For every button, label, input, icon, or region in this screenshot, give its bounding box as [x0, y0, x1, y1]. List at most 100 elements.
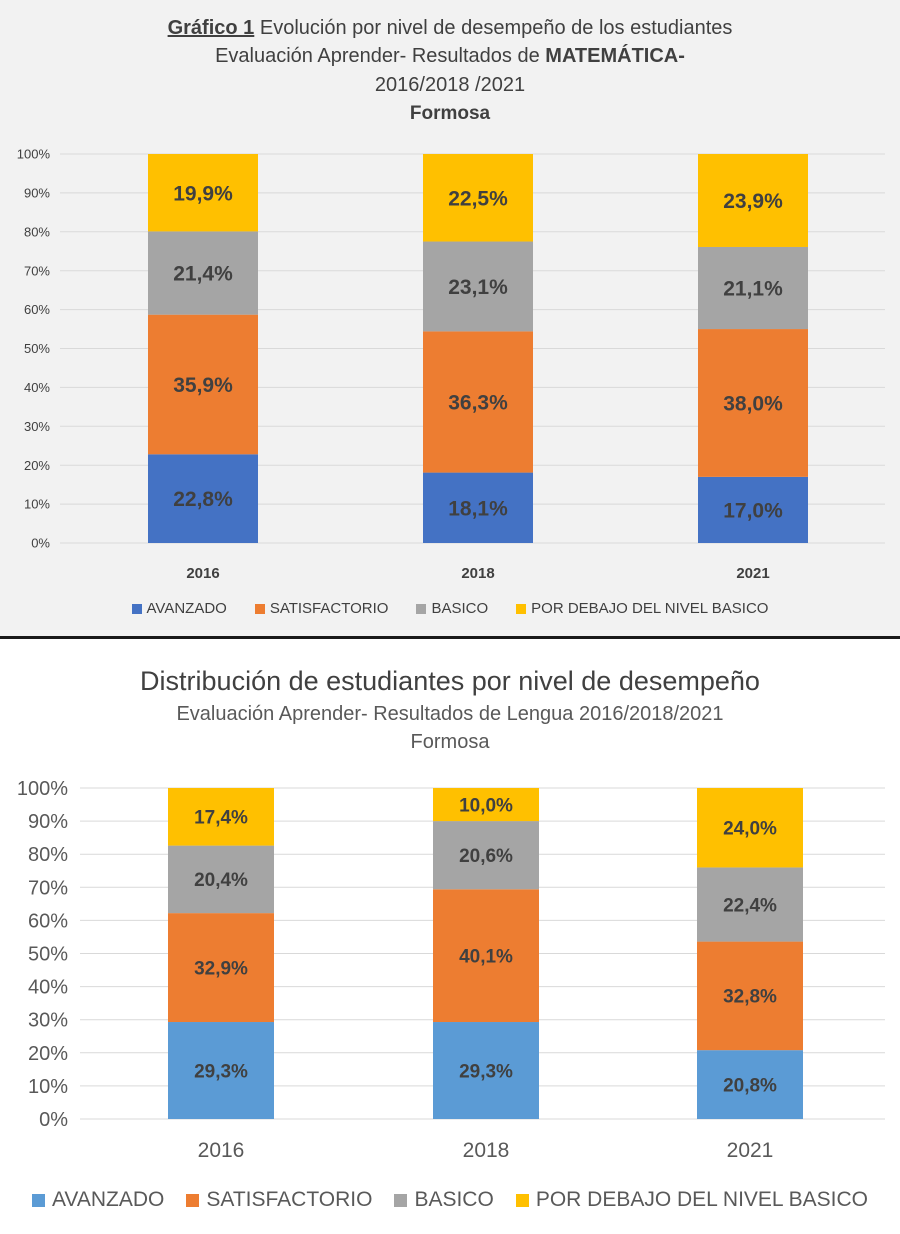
math-bar-por-debajo-del-nivel-basico-2018 [423, 154, 533, 242]
math-bar-avanzado-2021 [698, 476, 808, 543]
language-chart-region: Formosa [410, 731, 490, 753]
math-chart-title: Gráfico 1 Evolución por nivel de desempe… [0, 17, 900, 40]
math-data-label: 21,1% [723, 278, 783, 301]
language-y-tick-label: 80% [28, 844, 68, 866]
language-chart-panel: Distribución de estudiantes por nivel de… [0, 639, 900, 1234]
math-chart-panel: Gráfico 1 Evolución por nivel de desempe… [0, 0, 900, 636]
math-y-tick-label: 80% [24, 224, 50, 239]
language-data-label: 10,0% [459, 795, 513, 816]
language-legend-label: POR DEBAJO DEL NIVEL BASICO [535, 1188, 869, 1211]
language-y-tick-label: 70% [28, 877, 68, 899]
math-legend-swatch [254, 603, 265, 614]
math-legend-swatch [416, 603, 427, 614]
language-x-tick-label: 2018 [463, 1139, 510, 1162]
math-x-tick-label: 2021 [736, 565, 769, 582]
math-data-label: 22,8% [173, 488, 233, 511]
math-data-label: 18,1% [448, 497, 508, 520]
math-bar-basico-2018 [423, 241, 533, 332]
language-y-tick-label: 30% [28, 1010, 68, 1032]
math-legend-item-avanzado: AVANZADO [131, 600, 227, 617]
language-legend-swatch [394, 1193, 408, 1207]
language-chart-plot: 0% 10% 20% 30% 40% 50% 60% 70% 80% 90% 100% 29,3% 32… [17, 778, 885, 1162]
language-legend-item-por-debajo-del-nivel-basico: POR DEBAJO DEL NIVEL BASICO [515, 1188, 869, 1212]
language-data-label: 24,0% [723, 819, 777, 840]
language-bar-avanzado-2018 [433, 1022, 539, 1119]
math-x-tick-label: 2016 [186, 565, 219, 582]
math-y-tick-label: 30% [24, 419, 50, 434]
math-y-tick-label: 70% [24, 263, 50, 278]
language-legend-item-basico: BASICO [394, 1188, 494, 1212]
language-legend-item-avanzado: AVANZADO [31, 1188, 165, 1212]
language-legend-label: SATISFACTORIO [206, 1188, 373, 1211]
language-bar-basico-2018 [433, 821, 539, 890]
language-bar-basico-2016 [168, 845, 274, 914]
language-y-tick-label: 60% [28, 910, 68, 932]
language-legend-label: AVANZADO [51, 1188, 165, 1211]
math-chart-region: Formosa [409, 103, 491, 124]
math-data-label: 17,0% [723, 499, 783, 522]
math-bar-avanzado-2018 [423, 472, 533, 543]
language-data-label: 22,4% [723, 895, 777, 916]
language-bar-por-debajo-del-nivel-basico-2018 [433, 788, 539, 822]
language-x-tick-label: 2021 [727, 1139, 774, 1162]
math-legend-item-basico: BASICO [416, 600, 488, 617]
language-bar-avanzado-2021 [697, 1050, 803, 1119]
language-chart-legend: AVANZADO SATISFACTORIO BASICO POR DEBAJO DE… [0, 1188, 900, 1212]
math-chart-subtitle-prefix: Evaluación Aprender- Resultados de [215, 45, 540, 67]
math-y-tick-label: 0% [31, 536, 50, 551]
math-chart-years: 2016/2018 /2021 [374, 74, 526, 96]
math-data-label: 19,9% [173, 182, 233, 205]
language-chart-subtitle: Evaluación Aprender- Resultados de Lengu… [176, 703, 724, 725]
language-y-tick-label: 100% [17, 778, 68, 800]
panel-divider [0, 636, 900, 639]
math-y-tick-label: 90% [24, 185, 50, 200]
language-data-label: 20,4% [194, 870, 248, 891]
math-y-tick-label: 20% [24, 458, 50, 473]
language-y-tick-label: 40% [28, 977, 68, 999]
language-data-label: 29,3% [194, 1061, 248, 1082]
math-chart-title-lead: Gráfico 1 [167, 17, 255, 39]
math-y-tick-label: 100% [17, 147, 51, 162]
language-bar-satisfactorio-2018 [433, 889, 539, 1023]
language-legend-swatch [186, 1193, 200, 1207]
language-legend-swatch [515, 1193, 529, 1207]
language-chart-title: Distribución de estudiantes por nivel de… [140, 666, 760, 696]
language-data-label: 20,6% [459, 846, 513, 867]
math-legend-label: POR DEBAJO DEL NIVEL BASICO [531, 600, 769, 617]
math-data-label: 21,4% [173, 263, 233, 286]
language-y-tick-label: 90% [28, 811, 68, 833]
math-data-label: 23,1% [448, 276, 508, 299]
math-chart-legend: AVANZADO SATISFACTORIO BASICO POR DEBAJO DE… [0, 600, 900, 617]
math-y-tick-label: 60% [24, 302, 50, 317]
math-legend-label: AVANZADO [146, 600, 227, 617]
math-bar-por-debajo-del-nivel-basico-2016 [148, 154, 258, 232]
math-bar-por-debajo-del-nivel-basico-2021 [698, 154, 808, 247]
language-bar-avanzado-2016 [168, 1022, 274, 1119]
language-data-label: 17,4% [194, 808, 248, 829]
language-bar-por-debajo-del-nivel-basico-2016 [168, 788, 274, 846]
language-legend-label: BASICO [414, 1188, 494, 1211]
math-x-tick-label: 2018 [461, 565, 494, 582]
math-data-label: 23,9% [723, 190, 783, 213]
language-bar-por-debajo-del-nivel-basico-2021 [697, 788, 803, 868]
math-chart-title-text: Evolución por nivel de desempeño de los … [259, 17, 733, 39]
math-bar-basico-2021 [698, 246, 808, 330]
math-y-tick-label: 40% [24, 380, 50, 395]
language-bar-basico-2021 [697, 867, 803, 942]
math-legend-swatch [516, 603, 527, 614]
math-data-label: 36,3% [448, 392, 508, 415]
math-bar-satisfactorio-2016 [148, 314, 258, 455]
math-legend-item-satisfactorio: SATISFACTORIO [254, 600, 388, 617]
math-chart-plot: 0% 10% 20% 30% 40% 50% 60% 70% 80% 90% 100% 22,8% 35… [17, 147, 885, 582]
language-bar-satisfactorio-2016 [168, 913, 274, 1023]
language-data-label: 20,8% [723, 1075, 777, 1096]
language-y-tick-label: 10% [28, 1076, 68, 1098]
language-legend-item-satisfactorio: SATISFACTORIO [186, 1188, 372, 1212]
language-data-label: 32,8% [723, 987, 777, 1008]
language-legend-swatch [31, 1193, 45, 1207]
math-bar-basico-2016 [148, 231, 258, 315]
language-y-tick-label: 50% [28, 944, 68, 966]
language-x-tick-label: 2016 [198, 1139, 245, 1162]
math-bar-avanzado-2016 [148, 454, 258, 543]
math-data-label: 38,0% [723, 393, 783, 416]
